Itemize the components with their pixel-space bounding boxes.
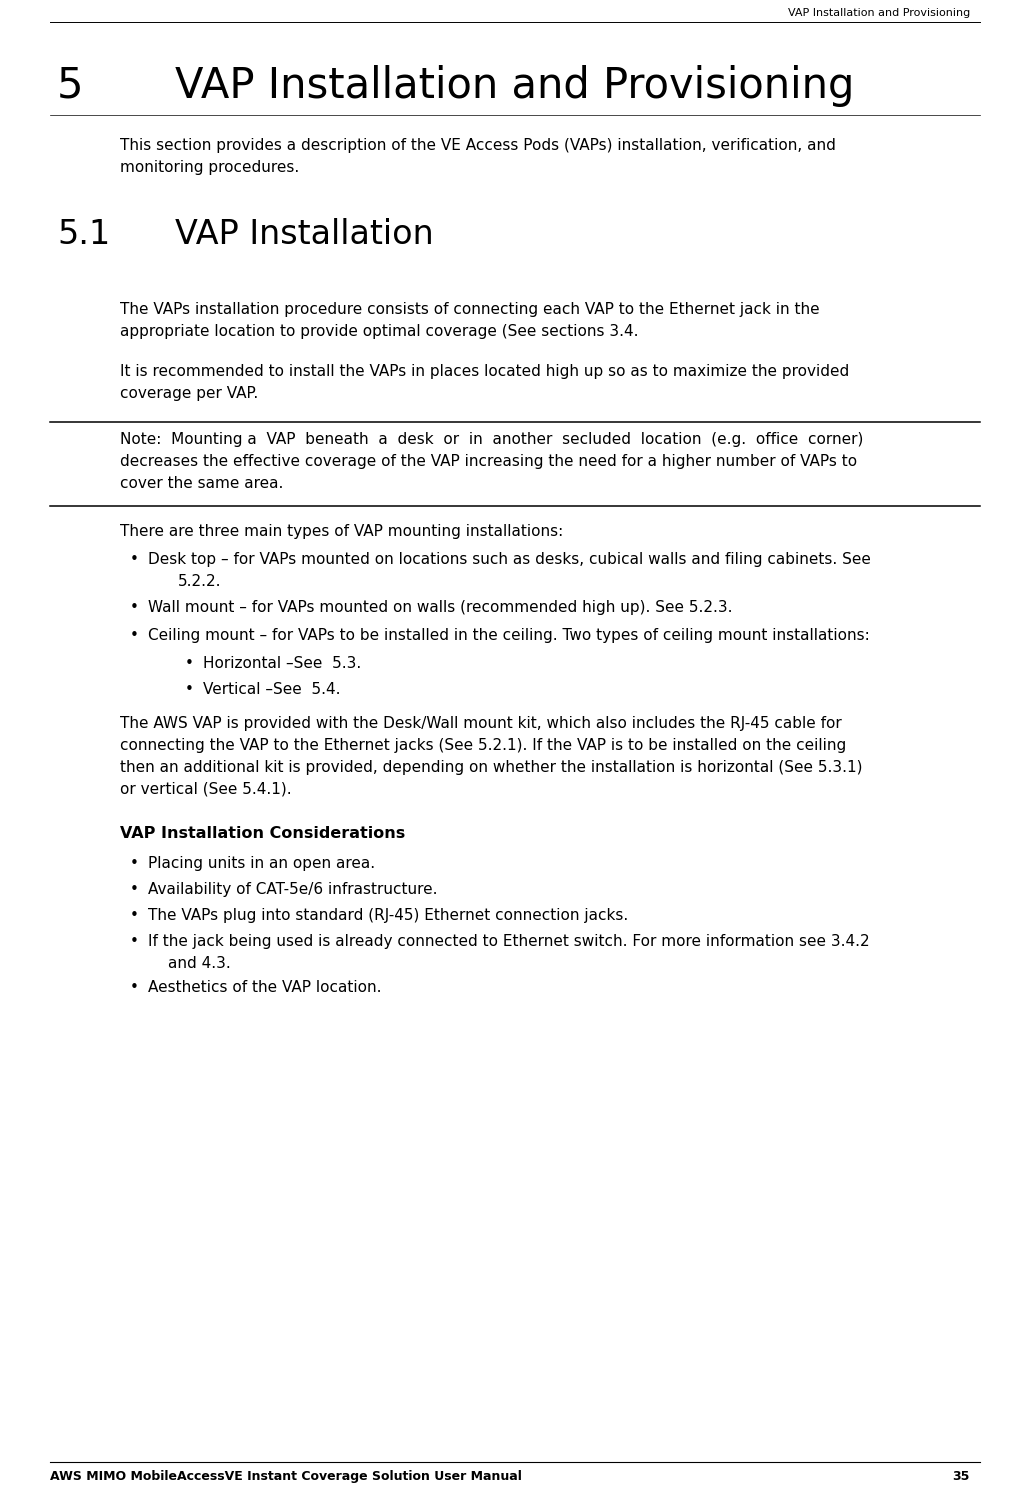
Text: Wall mount – for VAPs mounted on walls (recommended high up). See 5.2.3.: Wall mount – for VAPs mounted on walls (…	[148, 599, 733, 614]
Text: 5: 5	[57, 64, 84, 108]
Text: AWS MIMO MobileAccessVE Instant Coverage Solution User Manual: AWS MIMO MobileAccessVE Instant Coverage…	[50, 1470, 522, 1483]
Text: Aesthetics of the VAP location.: Aesthetics of the VAP location.	[148, 981, 381, 996]
Text: •: •	[130, 857, 139, 872]
Text: It is recommended to install the VAPs in places located high up so as to maximiz: It is recommended to install the VAPs in…	[120, 363, 849, 380]
Text: •: •	[130, 599, 139, 614]
Text: This section provides a description of the VE Access Pods (VAPs) installation, v: This section provides a description of t…	[120, 138, 836, 152]
Text: 5.1: 5.1	[57, 218, 110, 251]
Text: appropriate location to provide optimal coverage (See sections 3.4.: appropriate location to provide optimal …	[120, 324, 639, 339]
Text: Vertical –See  5.4.: Vertical –See 5.4.	[203, 682, 340, 697]
Text: VAP Installation: VAP Installation	[175, 218, 434, 251]
Text: Desk top – for VAPs mounted on locations such as desks, cubical walls and filing: Desk top – for VAPs mounted on locations…	[148, 552, 871, 567]
Text: VAP Installation and Provisioning: VAP Installation and Provisioning	[788, 7, 970, 18]
Text: Availability of CAT-5e/6 infrastructure.: Availability of CAT-5e/6 infrastructure.	[148, 882, 437, 897]
Text: •: •	[130, 907, 139, 922]
Text: coverage per VAP.: coverage per VAP.	[120, 386, 258, 401]
Text: •: •	[185, 656, 194, 671]
Text: 5.2.2.: 5.2.2.	[178, 574, 221, 589]
Text: •: •	[185, 682, 194, 697]
Text: If the jack being used is already connected to Ethernet switch. For more informa: If the jack being used is already connec…	[148, 934, 869, 949]
Text: connecting the VAP to the Ethernet jacks (See 5.2.1). If the VAP is to be instal: connecting the VAP to the Ethernet jacks…	[120, 739, 846, 753]
Text: or vertical (See 5.4.1).: or vertical (See 5.4.1).	[120, 782, 291, 797]
Text: There are three main types of VAP mounting installations:: There are three main types of VAP mounti…	[120, 525, 564, 540]
Text: cover the same area.: cover the same area.	[120, 475, 283, 490]
Text: •: •	[130, 882, 139, 897]
Text: The VAPs installation procedure consists of connecting each VAP to the Ethernet : The VAPs installation procedure consists…	[120, 302, 819, 317]
Text: monitoring procedures.: monitoring procedures.	[120, 160, 300, 175]
Text: •: •	[130, 628, 139, 643]
Text: Ceiling mount – for VAPs to be installed in the ceiling. Two types of ceiling mo: Ceiling mount – for VAPs to be installed…	[148, 628, 870, 643]
Text: The VAPs plug into standard (RJ-45) Ethernet connection jacks.: The VAPs plug into standard (RJ-45) Ethe…	[148, 907, 629, 922]
Text: VAP Installation Considerations: VAP Installation Considerations	[120, 827, 406, 842]
Text: Horizontal –See  5.3.: Horizontal –See 5.3.	[203, 656, 362, 671]
Text: Note:  Mounting a  VAP  beneath  a  desk  or  in  another  secluded  location  (: Note: Mounting a VAP beneath a desk or i…	[120, 432, 863, 447]
Text: VAP Installation and Provisioning: VAP Installation and Provisioning	[175, 64, 854, 108]
Text: The AWS VAP is provided with the Desk/Wall mount kit, which also includes the RJ: The AWS VAP is provided with the Desk/Wa…	[120, 716, 842, 731]
Text: 35: 35	[953, 1470, 970, 1483]
Text: decreases the effective coverage of the VAP increasing the need for a higher num: decreases the effective coverage of the …	[120, 454, 857, 469]
Text: •: •	[130, 981, 139, 996]
Text: •: •	[130, 552, 139, 567]
Text: and 4.3.: and 4.3.	[168, 955, 230, 970]
Text: then an additional kit is provided, depending on whether the installation is hor: then an additional kit is provided, depe…	[120, 759, 862, 774]
Text: •: •	[130, 934, 139, 949]
Text: Placing units in an open area.: Placing units in an open area.	[148, 857, 375, 872]
